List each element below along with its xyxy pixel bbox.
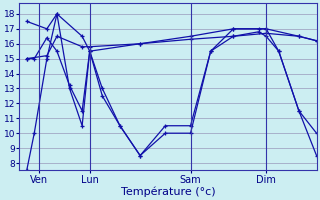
X-axis label: Température (°c): Température (°c) xyxy=(121,186,215,197)
